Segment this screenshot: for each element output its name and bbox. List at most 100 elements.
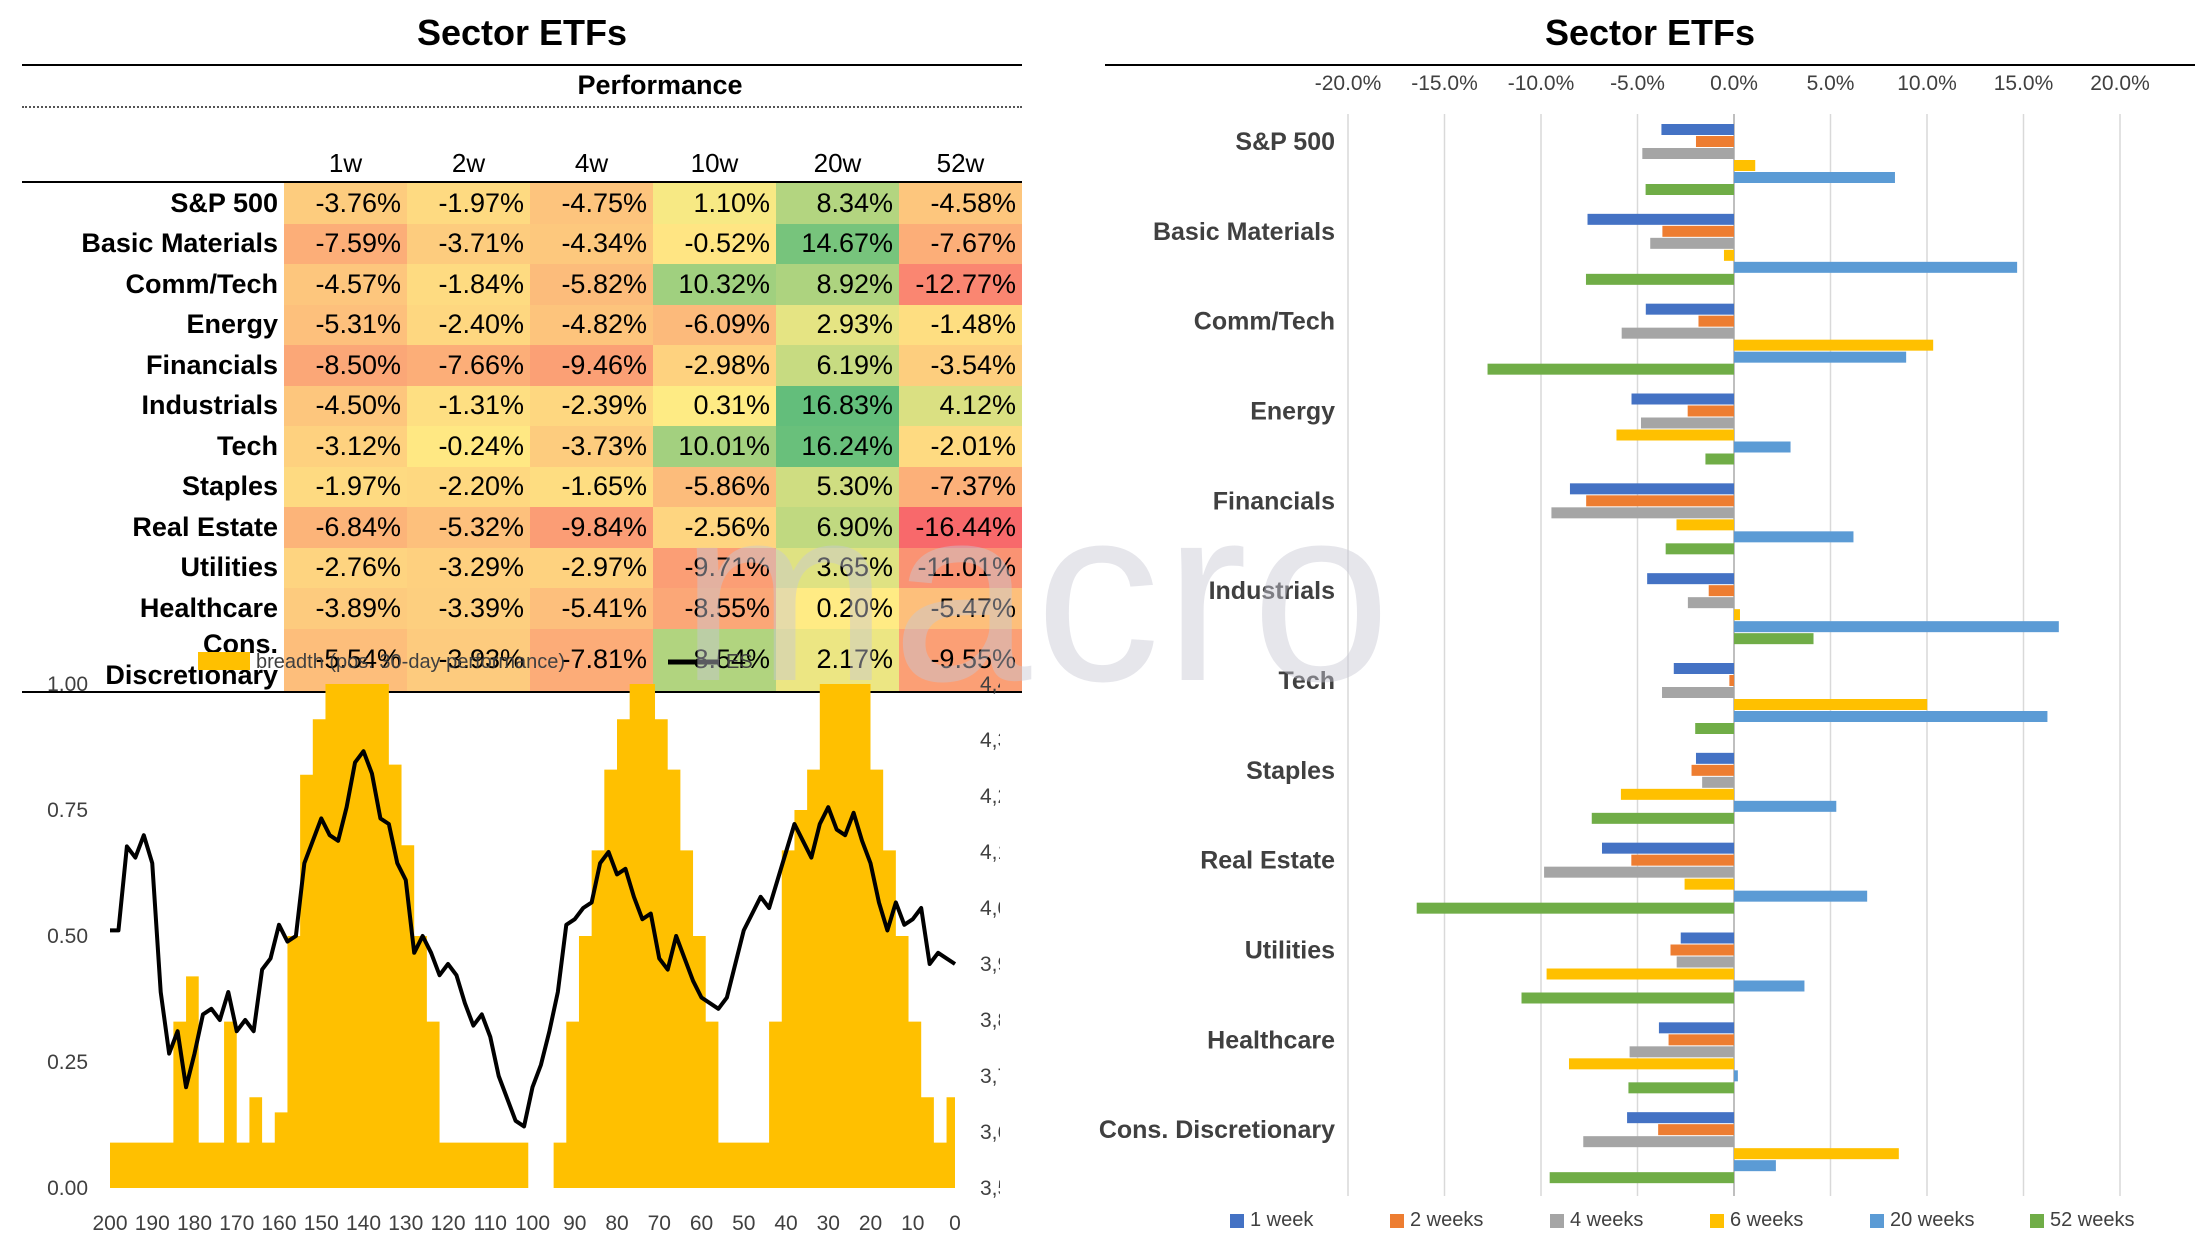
bar-52-weeks xyxy=(1705,453,1734,465)
y-right-tick-label: 3,600 xyxy=(980,1121,1000,1144)
table-cell: 2.93% xyxy=(776,304,899,345)
category-label: Cons. Discretionary xyxy=(1099,1116,1335,1144)
bar-52-weeks xyxy=(1487,363,1734,375)
category-label: Healthcare xyxy=(1207,1026,1335,1054)
y-right-tick-label: 3,500 xyxy=(980,1177,1000,1200)
table-cell: -7.59% xyxy=(284,223,407,264)
bar-6-weeks xyxy=(1676,519,1734,531)
bar-4-weeks xyxy=(1551,507,1734,519)
legend-swatch xyxy=(1230,1214,1244,1228)
bar-20-weeks xyxy=(1734,711,2048,722)
bar-4-weeks xyxy=(1642,148,1734,159)
left-title-rule xyxy=(22,64,1022,66)
bar-1-week xyxy=(1647,573,1734,585)
table-cell: -8.50% xyxy=(284,345,407,386)
bar-20-weeks xyxy=(1734,800,1837,812)
table-row: Tech -3.12% -0.24% -3.73% 10.01% 16.24% -2.01% xyxy=(22,426,1022,467)
table-cell: 6.19% xyxy=(776,345,899,386)
table-cell: -4.50% xyxy=(284,385,407,426)
row-label: Financials xyxy=(22,345,284,386)
bar-20-weeks xyxy=(1734,261,2018,273)
legend-label: 1 week xyxy=(1250,1209,1314,1231)
y-right-tick-label: 3,800 xyxy=(980,1009,1000,1032)
table-cell: 0.31% xyxy=(653,385,776,426)
table-cell: -5.47% xyxy=(899,588,1022,629)
table-cell: -1.84% xyxy=(407,264,530,305)
x-tick-label: 10.0% xyxy=(1897,72,1957,95)
category-label: Tech xyxy=(1279,667,1336,695)
y-right-tick-label: 4,200 xyxy=(980,785,1000,808)
bar-6-weeks xyxy=(1734,609,1740,621)
table-cell: -3.54% xyxy=(899,345,1022,386)
x-tick-label: 0 xyxy=(949,1212,961,1235)
bar-2-weeks xyxy=(1662,225,1734,237)
x-tick-label: 200 xyxy=(92,1212,127,1235)
row-label: Real Estate xyxy=(22,507,284,548)
legend-swatch xyxy=(1710,1214,1724,1228)
bar-52-weeks xyxy=(1665,543,1734,555)
table-cell: -1.97% xyxy=(407,182,530,224)
y-right-tick-label: 4,400 xyxy=(980,673,1000,696)
right-title: Sector ETFs xyxy=(1544,12,1756,53)
column-header: 4w xyxy=(530,145,653,183)
table-row: Utilities -2.76% -3.29% -2.97% -9.71% 3.65% -1… xyxy=(22,547,1022,588)
bar-52-weeks xyxy=(1585,273,1734,285)
table-row: Healthcare -3.89% -3.39% -5.41% -8.55% 0.20% -… xyxy=(22,588,1022,629)
bar-20-weeks xyxy=(1734,441,1791,453)
y-left-tick-label: 1.00 xyxy=(47,673,88,696)
column-header: 10w xyxy=(653,145,776,183)
bar-2-weeks xyxy=(1668,1034,1734,1046)
table-cell: -9.55% xyxy=(899,628,1022,693)
row-label: Energy xyxy=(22,304,284,345)
column-header: 52w xyxy=(899,145,1022,183)
bar-6-weeks xyxy=(1568,1058,1734,1070)
bar-2-weeks xyxy=(1708,585,1734,597)
column-header: 1w xyxy=(284,145,407,183)
x-tick-label: 5.0% xyxy=(1807,72,1855,95)
category-label: Staples xyxy=(1246,757,1335,785)
bar-4-weeks xyxy=(1676,956,1734,968)
table-cell: -4.57% xyxy=(284,264,407,305)
y-right-tick-label: 3,900 xyxy=(980,953,1000,976)
bar-20-weeks xyxy=(1734,1070,1738,1082)
category-label: Utilities xyxy=(1245,937,1335,965)
bar-52-weeks xyxy=(1416,902,1734,914)
row-label: Comm/Tech xyxy=(22,264,284,305)
table-row: Comm/Tech -4.57% -1.84% -5.82% 10.32% 8.92% -1… xyxy=(22,264,1022,305)
table-cell: -3.73% xyxy=(530,426,653,467)
table-cell: 14.67% xyxy=(776,223,899,264)
table-cell: 5.30% xyxy=(776,466,899,507)
bar-4-weeks xyxy=(1702,776,1734,788)
bar-52-weeks xyxy=(1521,992,1734,1004)
table-cell: -11.01% xyxy=(899,547,1022,588)
table-cell: -6.09% xyxy=(653,304,776,345)
bar-1-week xyxy=(1631,393,1734,405)
table-cell: -3.71% xyxy=(407,223,530,264)
category-label: Financials xyxy=(1213,487,1335,515)
y-right-tick-label: 4,100 xyxy=(980,841,1000,864)
y-left-tick-label: 0.50 xyxy=(47,925,88,948)
x-tick-label: -20.0% xyxy=(1315,72,1382,95)
column-header: 2w xyxy=(407,145,530,183)
x-tick-label: 15.0% xyxy=(1994,72,2054,95)
table-cell: -5.41% xyxy=(530,588,653,629)
x-tick-label: 180 xyxy=(177,1212,212,1235)
y-right-tick-label: 4,000 xyxy=(980,897,1000,920)
table-cell: -8.55% xyxy=(653,588,776,629)
bar-2-weeks xyxy=(1698,315,1734,327)
table-cell: 16.24% xyxy=(776,426,899,467)
bar-52-weeks xyxy=(1549,1172,1734,1184)
x-tick-label: -10.0% xyxy=(1508,72,1575,95)
bar-6-weeks xyxy=(1734,339,1934,351)
bar-4-weeks xyxy=(1650,237,1734,249)
category-label: Comm/Tech xyxy=(1194,308,1335,336)
bar-20-weeks xyxy=(1734,980,1805,992)
category-label: S&P 500 xyxy=(1235,128,1335,156)
row-label: Basic Materials xyxy=(22,223,284,264)
table-row: Real Estate -6.84% -5.32% -9.84% -2.56% 6.90%… xyxy=(22,507,1022,548)
x-tick-label: 40 xyxy=(774,1212,797,1235)
table-row: Staples -1.97% -2.20% -1.65% -5.86% 5.30% -7.3… xyxy=(22,466,1022,507)
table-cell: -16.44% xyxy=(899,507,1022,548)
bar-2-weeks xyxy=(1691,764,1734,776)
table-cell: -2.76% xyxy=(284,547,407,588)
